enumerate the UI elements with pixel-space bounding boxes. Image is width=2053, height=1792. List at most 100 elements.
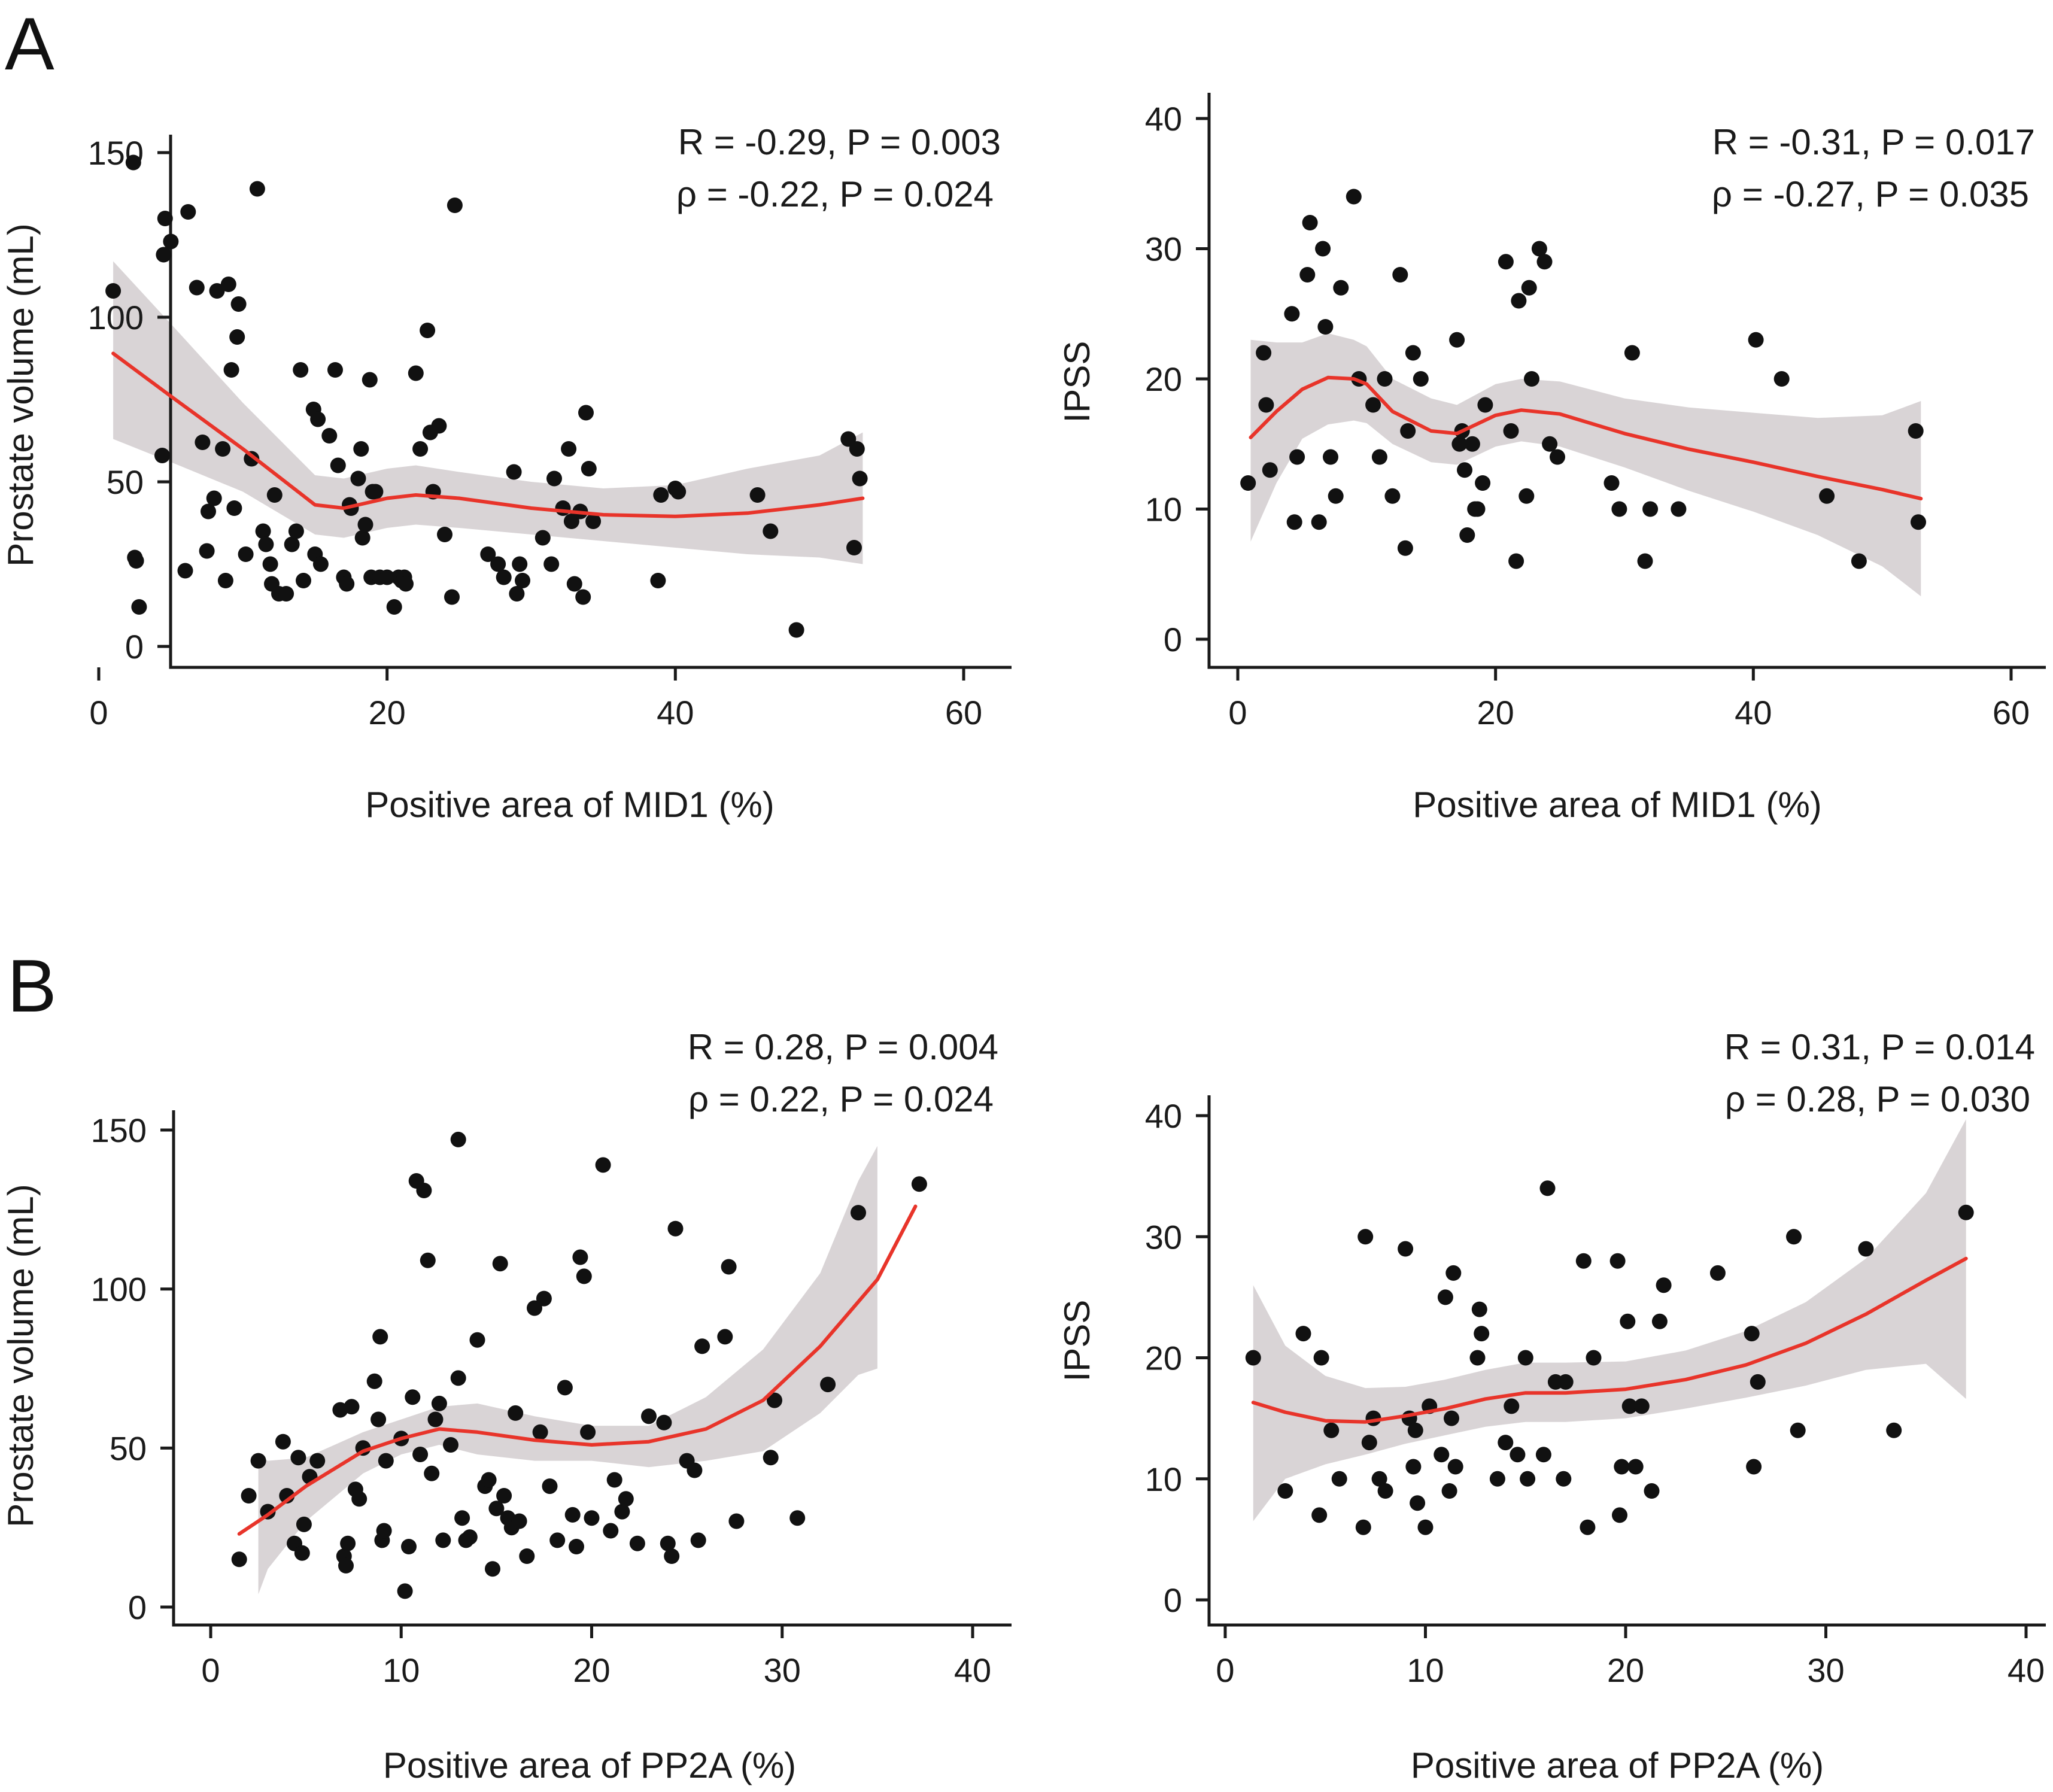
data-point [581,461,597,476]
data-point [1773,371,1790,387]
data-point [461,1529,478,1545]
data-point [576,1268,592,1284]
data-point [603,1523,619,1539]
data-point [1289,449,1305,465]
y-tick-label: 0 [128,1588,147,1626]
stat-line-1: R = -0.31, P = 0.017 [1712,122,2035,162]
data-point [1508,553,1524,569]
data-point [1557,1374,1574,1390]
x-tick-label: 0 [1228,694,1247,731]
y-axis-label: Prostate volume (mL) [1,223,41,567]
data-point [721,1259,737,1275]
data-point [1457,462,1472,478]
data-point [1469,1350,1486,1366]
x-tick-label: 20 [1607,1651,1644,1689]
panel-letter-a: A [5,3,54,86]
data-point [386,599,402,615]
data-point [266,487,283,503]
data-point [1474,1326,1490,1342]
data-point [1295,1326,1311,1342]
x-tick-label: 20 [573,1651,610,1689]
data-point [1504,1398,1520,1414]
data-point [217,573,233,588]
data-point [1744,1326,1760,1342]
y-tick-label: 40 [1145,100,1182,138]
data-point [527,1300,542,1316]
x-tick-label: 10 [382,1651,420,1689]
data-point [508,1405,524,1421]
data-point [1790,1422,1806,1438]
data-point [1542,436,1558,452]
data-point [231,1551,247,1568]
data-point [1624,345,1640,361]
data-point [1851,553,1867,569]
data-point [1621,1398,1638,1414]
data-point [512,556,528,572]
data-point [454,1510,470,1526]
data-point [1521,280,1537,296]
data-point [536,1290,552,1307]
data-point [851,1205,866,1221]
data-point [1377,1483,1393,1499]
data-point [481,1472,497,1488]
data-point [321,428,338,444]
data-point [357,517,373,533]
data-point [1464,436,1480,452]
stat-line-2: ρ = -0.27, P = 0.035 [1712,174,2029,214]
data-point [1311,514,1327,530]
data-point [515,573,530,588]
data-point [1245,1350,1261,1366]
data-point [1256,345,1272,361]
data-point [437,527,452,542]
x-tick-label: 40 [657,694,694,731]
data-point [564,1507,581,1523]
data-point [543,556,560,572]
data-point [1911,514,1926,530]
data-point [584,1510,600,1526]
data-point [1510,1447,1526,1463]
data-point [566,576,582,592]
data-point [1498,254,1514,270]
data-point [435,1532,451,1548]
x-tick-label: 30 [1807,1651,1844,1689]
data-point [1642,501,1659,517]
data-point [694,1338,710,1354]
data-point [1405,1459,1422,1475]
data-point [1286,514,1302,530]
data-point [1671,501,1687,517]
data-point [241,1488,257,1504]
data-point [1469,501,1486,517]
data-point [1503,423,1519,439]
data-point [354,530,370,546]
data-point [1392,267,1408,283]
data-point [575,589,591,605]
data-point [509,586,525,602]
y-tick-label: 30 [1145,1218,1182,1256]
data-point [1531,241,1547,257]
data-point [1609,1253,1626,1269]
data-point [1520,1471,1536,1487]
y-tick-label: 100 [88,299,144,336]
data-point [1575,1253,1592,1269]
data-point [585,514,602,529]
data-point [1498,1435,1514,1451]
data-point [1346,189,1362,205]
data-point [157,211,173,226]
data-point [767,1392,782,1408]
data-point [728,1513,745,1529]
data-point [1580,1519,1596,1535]
data-point [561,441,577,457]
x-tick-label: 60 [945,694,982,731]
data-point [215,441,231,457]
data-point [229,329,245,345]
data-point [1384,488,1401,504]
y-tick-label: 50 [107,463,144,501]
data-point [294,1545,310,1561]
data-point [310,411,326,427]
data-point [849,441,865,457]
data-point [1371,1471,1387,1487]
data-point [444,589,460,605]
data-point [1519,488,1535,504]
data-point [431,418,447,434]
data-point [1536,254,1553,270]
